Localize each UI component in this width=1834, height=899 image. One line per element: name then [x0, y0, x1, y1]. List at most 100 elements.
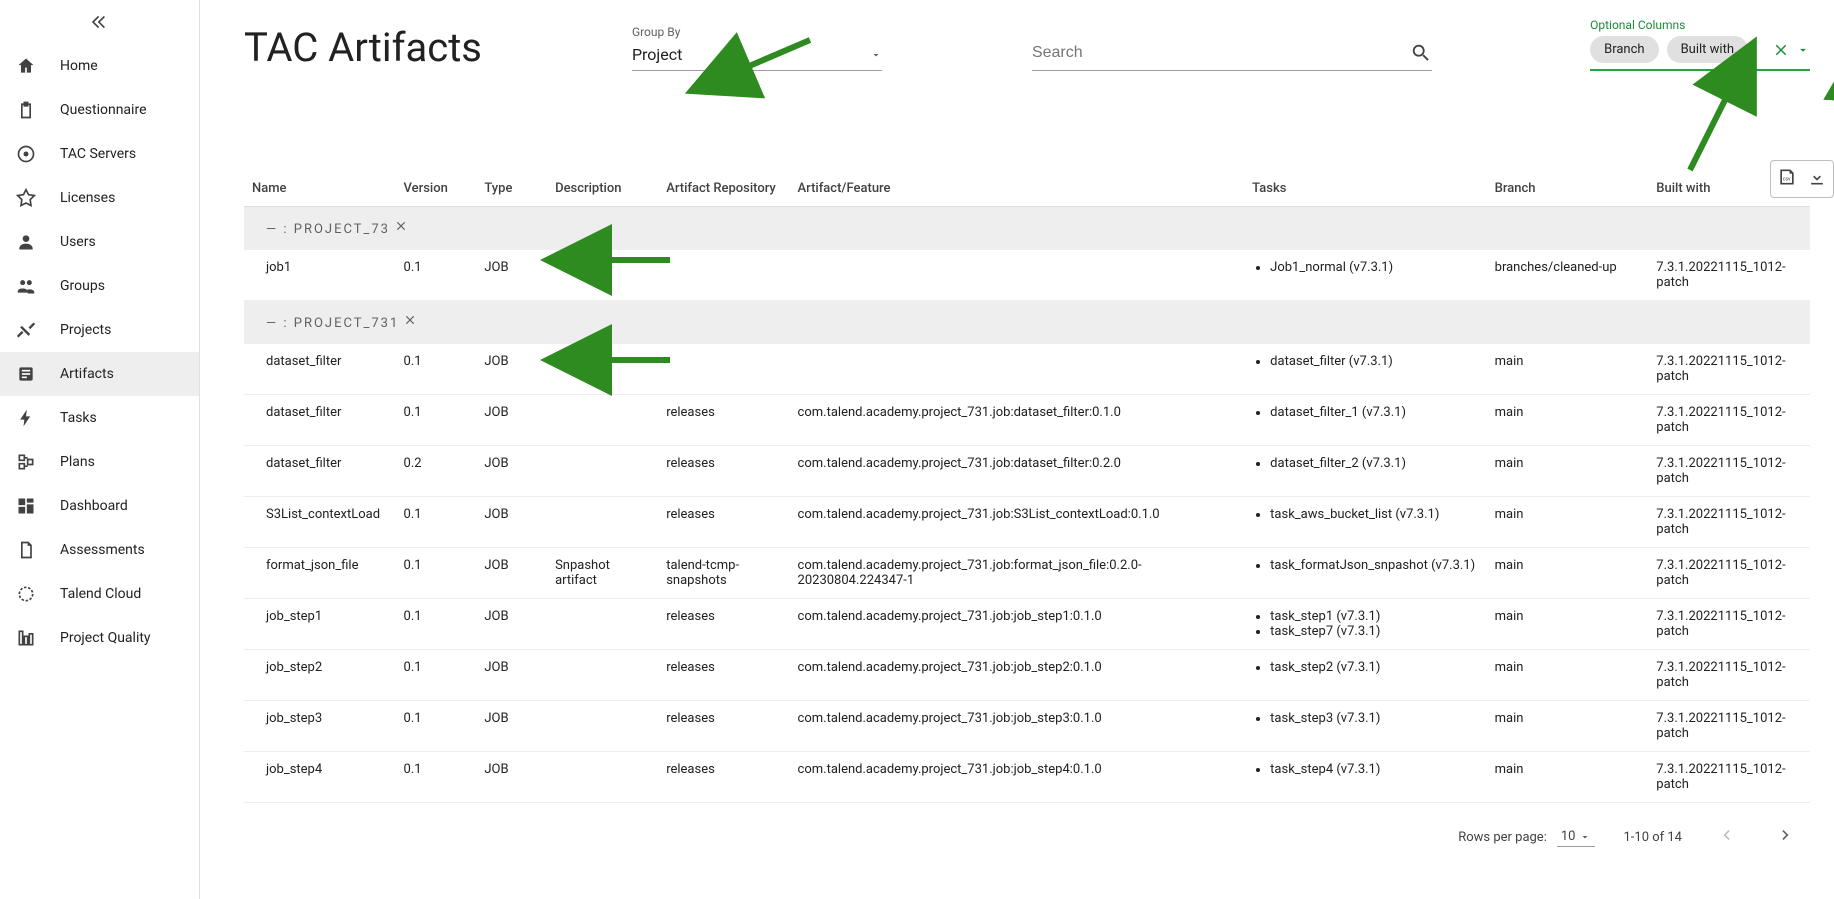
col-description[interactable]: Description: [547, 171, 658, 207]
search-input[interactable]: [1032, 44, 1410, 62]
search-icon: [1410, 42, 1432, 64]
artifacts-table: Name Version Type Description Artifact R…: [244, 171, 1810, 871]
sidebar-item-label: Project Quality: [60, 630, 151, 646]
prev-page-button[interactable]: [1710, 819, 1742, 855]
cell-built: 7.3.1.20221115_1012-patch: [1648, 446, 1810, 497]
cell-repo: [658, 344, 789, 395]
table-row[interactable]: format_json_file 0.1 JOB Snpashot artifa…: [244, 548, 1810, 599]
group-by-select[interactable]: Group By Project: [632, 25, 882, 71]
cell-branch: main: [1487, 395, 1649, 446]
cell-repo: releases: [658, 395, 789, 446]
table-row[interactable]: S3List_contextLoad 0.1 JOB releases com.…: [244, 497, 1810, 548]
col-tasks[interactable]: Tasks: [1244, 171, 1486, 207]
cell-built: 7.3.1.20221115_1012-patch: [1648, 344, 1810, 395]
cell-description: [547, 701, 658, 752]
cell-description: [547, 752, 658, 803]
group-header-row[interactable]: — : PROJECT_731: [244, 301, 1810, 344]
sidebar-item-talend-cloud[interactable]: Talend Cloud: [0, 572, 199, 616]
cell-version: 0.1: [396, 395, 477, 446]
cell-feature: com.talend.academy.project_731.job:job_s…: [790, 599, 1245, 650]
cell-built: 7.3.1.20221115_1012-patch: [1648, 599, 1810, 650]
table-row[interactable]: job_step1 0.1 JOB releases com.talend.ac…: [244, 599, 1810, 650]
sidebar-item-label: Talend Cloud: [60, 586, 141, 602]
next-page-button[interactable]: [1770, 819, 1802, 855]
collapse-sidebar-button[interactable]: [0, 4, 199, 44]
tools-icon: [14, 318, 38, 342]
sidebar-item-projects[interactable]: Projects: [0, 308, 199, 352]
sidebar-item-project-quality[interactable]: Project Quality: [0, 616, 199, 660]
cell-version: 0.1: [396, 701, 477, 752]
cell-repo: releases: [658, 650, 789, 701]
cell-built: 7.3.1.20221115_1012-patch: [1648, 250, 1810, 301]
dropdown-arrow-icon: [870, 49, 882, 61]
clear-chips-icon[interactable]: [1772, 41, 1790, 59]
cell-tasks: dataset_filter_1 (v7.3.1): [1244, 395, 1486, 446]
sidebar-item-plans[interactable]: Plans: [0, 440, 199, 484]
cell-type: JOB: [476, 395, 547, 446]
rows-per-page-select[interactable]: 10: [1557, 827, 1596, 847]
search-field[interactable]: [1032, 42, 1432, 71]
sidebar-item-users[interactable]: Users: [0, 220, 199, 264]
export-csv-button[interactable]: csv: [1773, 163, 1801, 195]
cell-repo: releases: [658, 599, 789, 650]
col-branch[interactable]: Branch: [1487, 171, 1649, 207]
col-artifact-feature[interactable]: Artifact/Feature: [790, 171, 1245, 207]
clear-group-icon[interactable]: [394, 219, 408, 233]
group-header-row[interactable]: — : PROJECT_73: [244, 207, 1810, 250]
cell-tasks: task_formatJson_snpashot (v7.3.1): [1244, 548, 1486, 599]
cell-description: [547, 395, 658, 446]
cell-feature: com.talend.academy.project_731.job:S3Lis…: [790, 497, 1245, 548]
main-content: TAC Artifacts Group By Project Optional …: [200, 0, 1834, 899]
cell-tasks: task_step2 (v7.3.1): [1244, 650, 1486, 701]
sidebar-item-questionnaire[interactable]: Questionnaire: [0, 88, 199, 132]
table-row[interactable]: job1 0.1 JOB Job1_normal (v7.3.1) branch…: [244, 250, 1810, 301]
cell-type: JOB: [476, 497, 547, 548]
cell-version: 0.1: [396, 650, 477, 701]
table-row[interactable]: job_step4 0.1 JOB releases com.talend.ac…: [244, 752, 1810, 803]
sidebar-item-label: Home: [60, 58, 98, 74]
cell-repo: releases: [658, 752, 789, 803]
chip-branch[interactable]: Branch: [1590, 36, 1658, 63]
col-name[interactable]: Name: [244, 171, 396, 207]
clear-group-icon[interactable]: [403, 313, 417, 327]
cell-type: JOB: [476, 650, 547, 701]
sidebar-item-artifacts[interactable]: Artifacts: [0, 352, 199, 396]
table-row[interactable]: dataset_filter 0.1 JOB releases com.tale…: [244, 395, 1810, 446]
optional-columns-label: Optional Columns: [1590, 18, 1810, 32]
chip-built-with[interactable]: Built with: [1667, 36, 1748, 63]
cell-branch: main: [1487, 497, 1649, 548]
sidebar-item-label: Artifacts: [60, 366, 114, 382]
col-artifact-repo[interactable]: Artifact Repository: [658, 171, 789, 207]
sidebar-item-dashboard[interactable]: Dashboard: [0, 484, 199, 528]
sidebar-item-licenses[interactable]: Licenses: [0, 176, 199, 220]
sidebar-item-groups[interactable]: Groups: [0, 264, 199, 308]
cell-feature: com.talend.academy.project_731.job:datas…: [790, 446, 1245, 497]
sidebar-item-label: Assessments: [60, 542, 145, 558]
cell-type: JOB: [476, 548, 547, 599]
task-item: task_step7 (v7.3.1): [1270, 624, 1478, 639]
home-icon: [14, 54, 38, 78]
cell-tasks: dataset_filter (v7.3.1): [1244, 344, 1486, 395]
cell-built: 7.3.1.20221115_1012-patch: [1648, 395, 1810, 446]
clipboard-icon: [14, 98, 38, 122]
cell-type: JOB: [476, 701, 547, 752]
task-item: dataset_filter (v7.3.1): [1270, 354, 1478, 369]
cell-name: dataset_filter: [244, 446, 396, 497]
table-row[interactable]: dataset_filter 0.1 JOB dataset_filter (v…: [244, 344, 1810, 395]
table-row[interactable]: dataset_filter 0.2 JOB releases com.tale…: [244, 446, 1810, 497]
sidebar-item-tac-servers[interactable]: TAC Servers: [0, 132, 199, 176]
cell-version: 0.1: [396, 752, 477, 803]
cell-repo: releases: [658, 446, 789, 497]
cell-branch: main: [1487, 599, 1649, 650]
sidebar-item-home[interactable]: Home: [0, 44, 199, 88]
group-by-value: Project: [632, 45, 682, 64]
table-row[interactable]: job_step3 0.1 JOB releases com.talend.ac…: [244, 701, 1810, 752]
sidebar-item-label: Users: [60, 234, 96, 250]
download-button[interactable]: [1803, 163, 1831, 195]
table-row[interactable]: job_step2 0.1 JOB releases com.talend.ac…: [244, 650, 1810, 701]
chips-dropdown-icon[interactable]: [1796, 43, 1810, 57]
sidebar-item-assessments[interactable]: Assessments: [0, 528, 199, 572]
sidebar-item-tasks[interactable]: Tasks: [0, 396, 199, 440]
col-type[interactable]: Type: [476, 171, 547, 207]
col-version[interactable]: Version: [396, 171, 477, 207]
